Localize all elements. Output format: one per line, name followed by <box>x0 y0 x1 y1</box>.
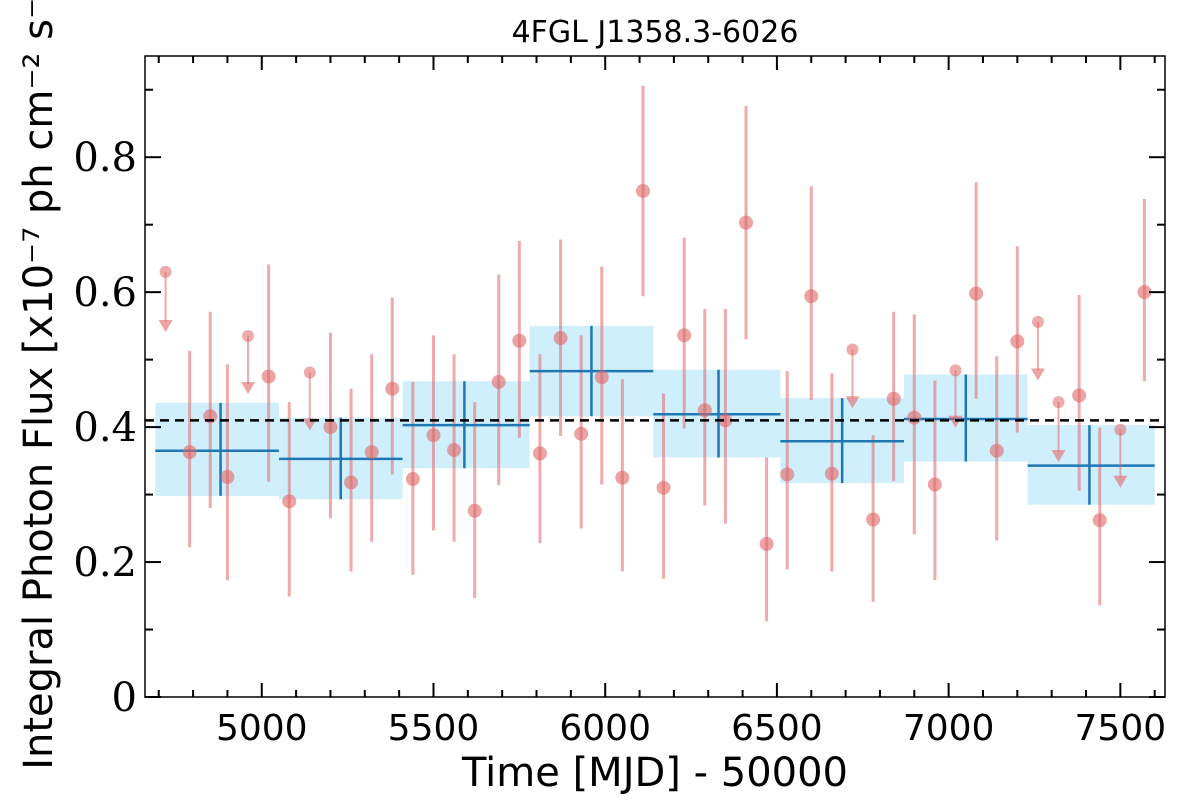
data-point <box>447 443 462 458</box>
axes: 5000 5500 6000 6500 7000 7500 0 0.2 0.4 0.6 0.8 <box>73 55 1167 749</box>
data-point <box>385 381 400 396</box>
upper-limit-arrow <box>1030 368 1045 381</box>
x-tick-label: 5000 <box>216 708 308 749</box>
y-tick-label: 0.4 <box>73 405 137 451</box>
bin-uncertainty-band <box>155 402 279 496</box>
data-point <box>969 286 984 301</box>
data-point <box>718 413 733 428</box>
data-point <box>426 428 441 443</box>
data-point <box>282 494 297 509</box>
x-tick-label: 6500 <box>731 708 823 749</box>
data-point <box>261 369 276 384</box>
data-point <box>907 410 922 425</box>
data-point <box>323 420 338 435</box>
data-point <box>553 331 568 346</box>
upper-limit-marker <box>1052 396 1065 409</box>
data-point <box>866 512 881 527</box>
data-point <box>405 472 420 487</box>
data-point <box>364 445 379 460</box>
upper-limit-arrow <box>845 396 860 409</box>
upper-limit-marker <box>159 265 172 278</box>
data-point <box>656 480 671 495</box>
data-point <box>182 445 197 460</box>
plot-area <box>145 85 1165 622</box>
data-point <box>1092 513 1107 528</box>
upper-limit-arrow <box>948 415 963 428</box>
upper-limit-marker <box>242 330 255 343</box>
data-point <box>759 536 774 551</box>
upper-limit-marker <box>846 343 859 356</box>
data-point <box>824 466 839 481</box>
data-point <box>697 403 712 418</box>
data-point <box>677 328 692 343</box>
y-axis-label: Integral Photon Flux [x10⁻⁷ ph cm⁻² s⁻¹] <box>16 0 62 770</box>
data-point <box>532 446 547 461</box>
data-point <box>989 443 1004 458</box>
upper-limit-arrow <box>1051 450 1066 463</box>
upper-limit-marker <box>1114 423 1127 436</box>
data-point <box>780 467 795 482</box>
data-point <box>594 370 609 385</box>
upper-limit-arrow <box>158 319 173 332</box>
data-point <box>635 183 650 198</box>
data-point <box>927 477 942 492</box>
data-point <box>491 374 506 389</box>
data-point <box>344 475 359 490</box>
x-axis-label: Time [MJD] - 50000 <box>461 750 848 796</box>
chart-title: 4FGL J1358.3-6026 <box>512 15 799 50</box>
data-point <box>804 289 819 304</box>
data-point <box>1072 388 1087 403</box>
data-point <box>467 503 482 518</box>
upper-limit-arrow <box>1113 475 1128 488</box>
data-point <box>512 333 527 348</box>
y-tick-label: 0 <box>112 675 137 721</box>
y-tick-label: 0.6 <box>73 270 137 316</box>
data-point <box>615 470 630 485</box>
data-point <box>1137 285 1152 300</box>
upper-limit-arrow <box>241 382 256 395</box>
upper-limit-marker <box>949 364 962 377</box>
y-tick-label: 0.2 <box>73 540 137 586</box>
x-tick-label: 7500 <box>1075 708 1167 749</box>
x-tick-label: 6000 <box>559 708 651 749</box>
data-point <box>886 391 901 406</box>
data-point <box>1010 334 1025 349</box>
x-tick-label: 5500 <box>388 708 480 749</box>
upper-limit-marker <box>303 366 316 379</box>
y-tick-label: 0.8 <box>73 135 137 181</box>
data-point <box>739 215 754 230</box>
x-tick-label: 7000 <box>903 708 995 749</box>
plot-frame <box>144 55 1166 698</box>
upper-limit-marker <box>1031 315 1044 328</box>
data-point <box>574 426 589 441</box>
data-point <box>220 470 235 485</box>
